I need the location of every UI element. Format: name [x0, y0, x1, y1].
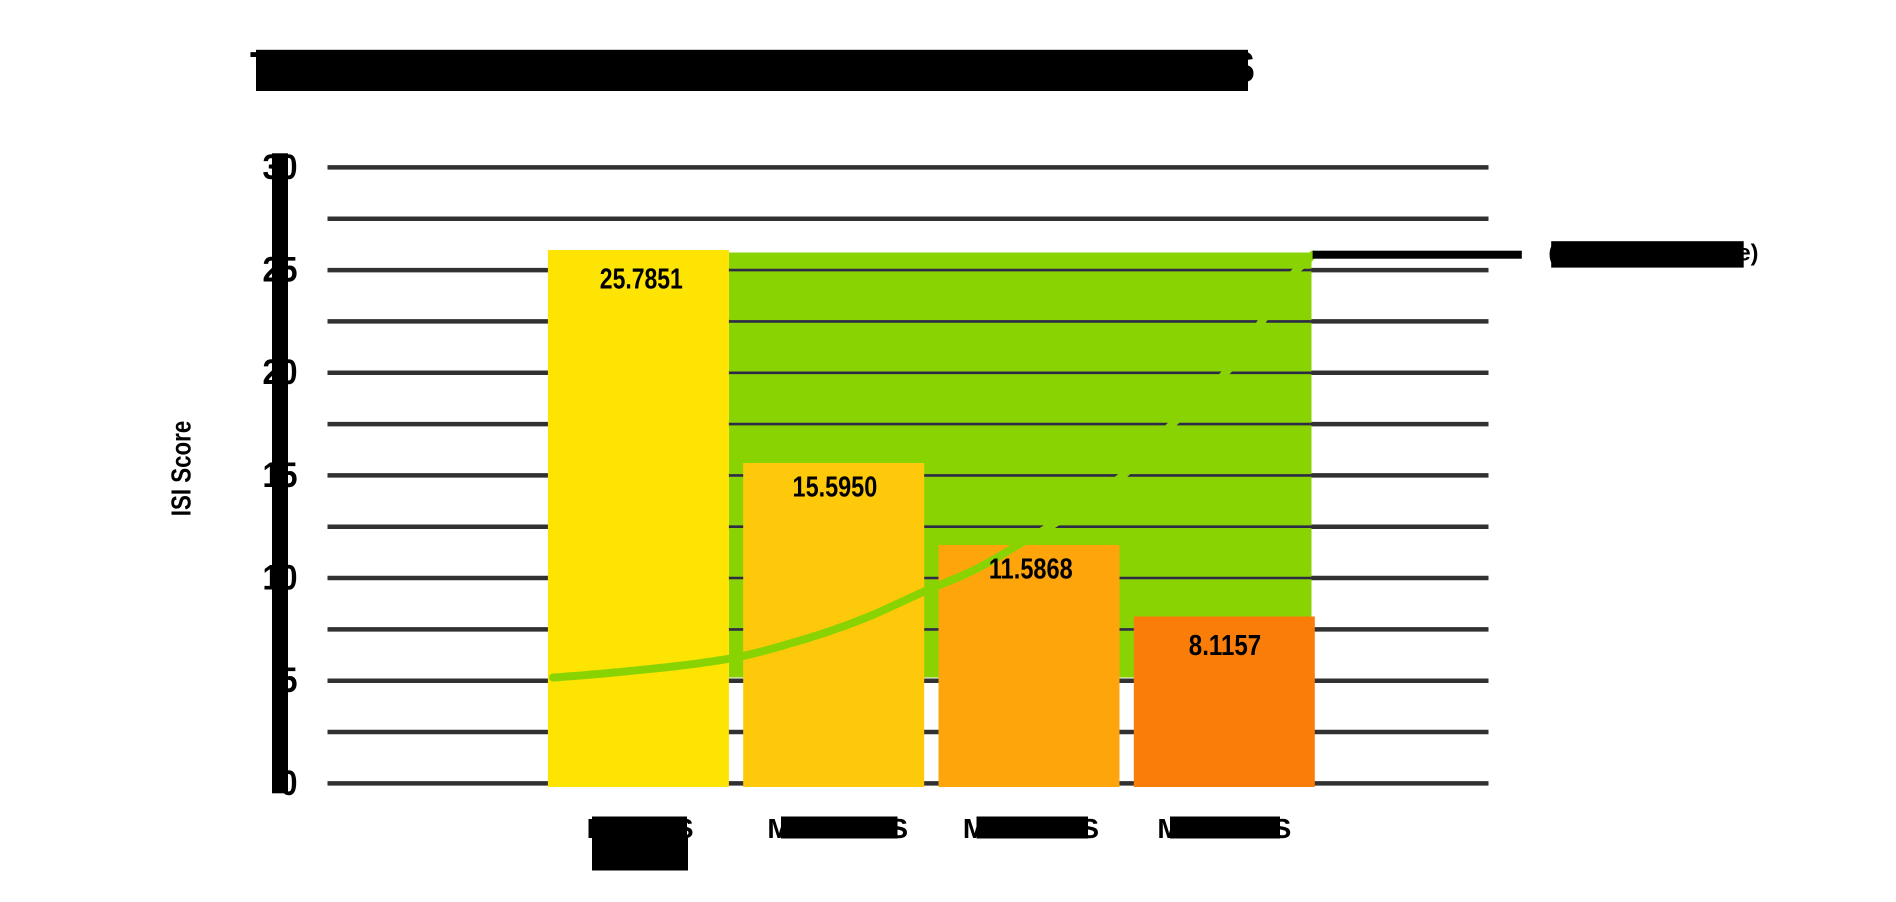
svg-text:ISI Score: ISI Score: [166, 421, 197, 517]
svg-text:8.1157: 8.1157: [1189, 630, 1261, 662]
svg-text:25.7851: 25.7851: [600, 263, 683, 295]
svg-text:11.5868: 11.5868: [989, 554, 1073, 586]
svg-text:15.5950: 15.5950: [793, 471, 878, 503]
